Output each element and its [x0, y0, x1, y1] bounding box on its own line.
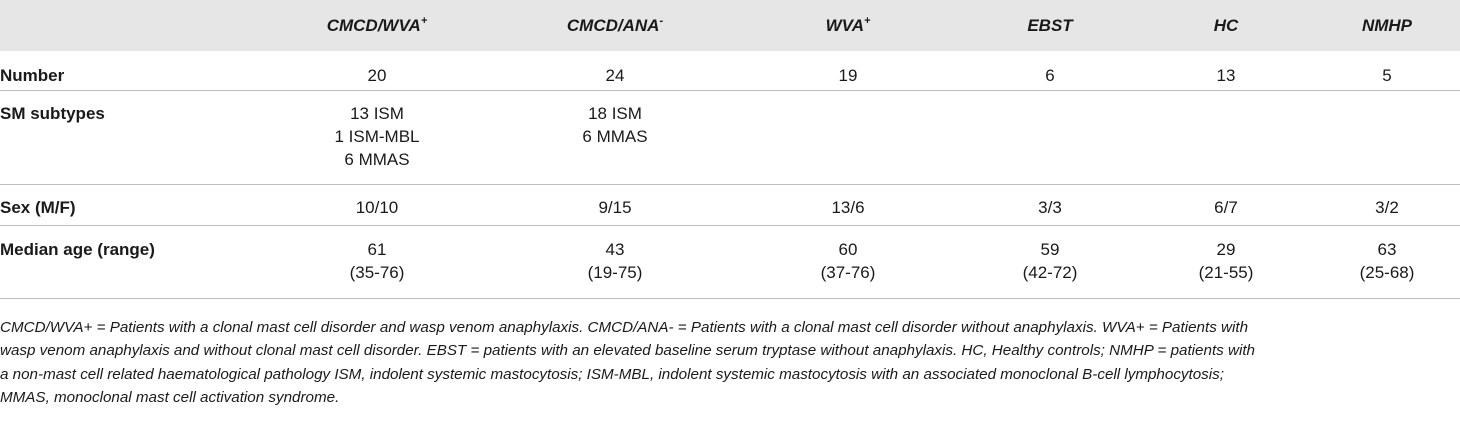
row-label: SM subtypes: [0, 104, 105, 123]
cell-value: 63: [1377, 240, 1397, 259]
table-cell: 5: [1314, 51, 1460, 91]
cell-value: 18 ISM: [588, 104, 642, 123]
cell-value: 3/2: [1375, 198, 1399, 217]
footnote-line: MMAS, monoclonal mast cell activation sy…: [0, 389, 340, 407]
table-cell: 43 (19-75): [496, 226, 734, 299]
cell-value: 61: [367, 240, 387, 259]
header-cell-ebst: EBST: [962, 0, 1138, 51]
table-cell: 59 (42-72): [962, 226, 1138, 299]
table-header: CMCD/WVA+ CMCD/ANA- WVA+ EBST HC NMHP: [0, 0, 1460, 51]
header-label: HC: [1213, 15, 1239, 35]
data-table-container: CMCD/WVA+ CMCD/ANA- WVA+ EBST HC NMHP Nu…: [0, 0, 1460, 299]
table-cell: [734, 91, 962, 185]
cell-value: 13/6: [831, 198, 865, 217]
cell-value: 43: [605, 240, 625, 259]
table-cell: 10/10: [258, 185, 496, 226]
header-label: NMHP: [1361, 15, 1413, 35]
row-label: Median age (range): [0, 240, 155, 259]
cell-value: 1 ISM-MBL: [334, 127, 420, 146]
cell-range: (25-68): [1359, 263, 1415, 282]
table-cell: 63 (25-68): [1314, 226, 1460, 299]
header-cell-hc: HC: [1138, 0, 1314, 51]
table-cell: 9/15: [496, 185, 734, 226]
cell-range: (19-75): [587, 263, 643, 282]
footnote-line: wasp venom anaphylaxis and without clona…: [0, 342, 1255, 360]
cell-value: 59: [1040, 240, 1060, 259]
table-cell: [962, 91, 1138, 185]
header-cell-cmcd-wva: CMCD/WVA+: [258, 0, 496, 51]
header-sup: -: [659, 14, 664, 27]
table-cell: [1314, 91, 1460, 185]
cell-value: 9/15: [598, 198, 632, 217]
cell-range: (21-55): [1198, 263, 1254, 282]
header-label: WVA: [825, 15, 864, 35]
table-cell: 6: [962, 51, 1138, 91]
cell-value: 29: [1216, 240, 1236, 259]
footnote-line: CMCD/WVA+ = Patients with a clonal mast …: [0, 319, 1249, 336]
table-cell: 24: [496, 51, 734, 91]
cell-value: 6: [1045, 66, 1055, 85]
table-cell: 3/3: [962, 185, 1138, 226]
table-row-number: Number 20 24 19 6 13 5: [0, 51, 1460, 91]
cell-value: 19: [838, 66, 858, 85]
header-cell-nmhp: NMHP: [1314, 0, 1460, 51]
table-cell: 3/2: [1314, 185, 1460, 226]
table-cell: 13 ISM 1 ISM-MBL 6 MMAS: [258, 91, 496, 185]
header-cell-wva: WVA+: [734, 0, 962, 51]
row-label: Sex (M/F): [0, 198, 76, 217]
cell-range: (37-76): [820, 263, 876, 282]
header-cell-blank: [0, 0, 258, 51]
table-footnote: CMCD/WVA+ = Patients with a clonal mast …: [0, 316, 1460, 410]
table-row-sm-subtypes: SM subtypes 13 ISM 1 ISM-MBL 6 MMAS 18 I…: [0, 91, 1460, 185]
header-label: CMCD/ANA: [566, 15, 660, 35]
table-row-sex: Sex (M/F) 10/10 9/15 13/6 3/3 6/7 3/2: [0, 185, 1460, 226]
header-sup: +: [420, 14, 428, 27]
header-cell-cmcd-ana: CMCD/ANA-: [496, 0, 734, 51]
cell-value: 60: [838, 240, 858, 259]
cell-range: (42-72): [1022, 263, 1078, 282]
header-sup: +: [863, 14, 871, 27]
table-cell: 20: [258, 51, 496, 91]
table-cell: 13: [1138, 51, 1314, 91]
table-cell: 19: [734, 51, 962, 91]
cell-value: 10/10: [355, 198, 399, 217]
row-label: Number: [0, 66, 65, 85]
table-cell: 6/7: [1138, 185, 1314, 226]
table-cell: [1138, 91, 1314, 185]
table-cell: 61 (35-76): [258, 226, 496, 299]
footnote-line: a non-mast cell related haematological p…: [0, 365, 1224, 383]
cell-value: 5: [1382, 66, 1392, 85]
table-cell: 60 (37-76): [734, 226, 962, 299]
cell-value: 3/3: [1038, 198, 1062, 217]
cell-value: 6 MMAS: [344, 150, 410, 169]
header-label: CMCD/WVA: [326, 15, 421, 35]
cell-value: 24: [605, 66, 625, 85]
cell-value: 20: [367, 66, 387, 85]
header-label: EBST: [1027, 15, 1073, 35]
header-row: CMCD/WVA+ CMCD/ANA- WVA+ EBST HC NMHP: [0, 0, 1460, 51]
cell-value: 6 MMAS: [582, 127, 648, 146]
cell-value: 6/7: [1214, 198, 1238, 217]
cell-value: 13: [1216, 66, 1236, 85]
table-body: Number 20 24 19 6 13 5 SM subtypes 13 IS…: [0, 51, 1460, 299]
cell-range: (35-76): [349, 263, 405, 282]
cell-value: 13 ISM: [350, 104, 404, 123]
table-cell: 13/6: [734, 185, 962, 226]
table-row-median-age: Median age (range) 61 (35-76) 43 (19-75) 6…: [0, 226, 1460, 299]
table-cell: 18 ISM 6 MMAS: [496, 91, 734, 185]
table-cell: 29 (21-55): [1138, 226, 1314, 299]
patient-characteristics-table: CMCD/WVA+ CMCD/ANA- WVA+ EBST HC NMHP Nu…: [0, 0, 1460, 299]
